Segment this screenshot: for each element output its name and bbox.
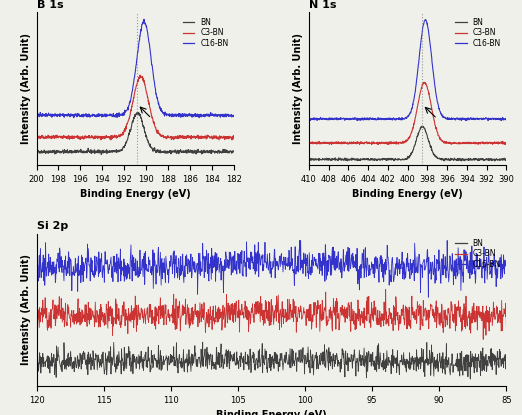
Y-axis label: Intensity (Arb. Unit): Intensity (Arb. Unit) (21, 33, 31, 144)
Legend: BN, C3-BN, C16-BN: BN, C3-BN, C16-BN (454, 237, 503, 271)
Text: B 1s: B 1s (37, 0, 63, 10)
Text: Si 2p: Si 2p (37, 221, 68, 231)
Y-axis label: Intensity (Arb. Unit): Intensity (Arb. Unit) (293, 33, 303, 144)
X-axis label: Binding Energy (eV): Binding Energy (eV) (80, 189, 191, 199)
X-axis label: Binding Energy (eV): Binding Energy (eV) (352, 189, 463, 199)
Legend: BN, C3-BN, C16-BN: BN, C3-BN, C16-BN (181, 16, 230, 49)
Y-axis label: Intensity (Arb. Unit): Intensity (Arb. Unit) (21, 254, 31, 365)
Legend: BN, C3-BN, C16-BN: BN, C3-BN, C16-BN (454, 16, 503, 49)
X-axis label: Binding Energy (eV): Binding Energy (eV) (216, 410, 327, 415)
Text: N 1s: N 1s (309, 0, 337, 10)
